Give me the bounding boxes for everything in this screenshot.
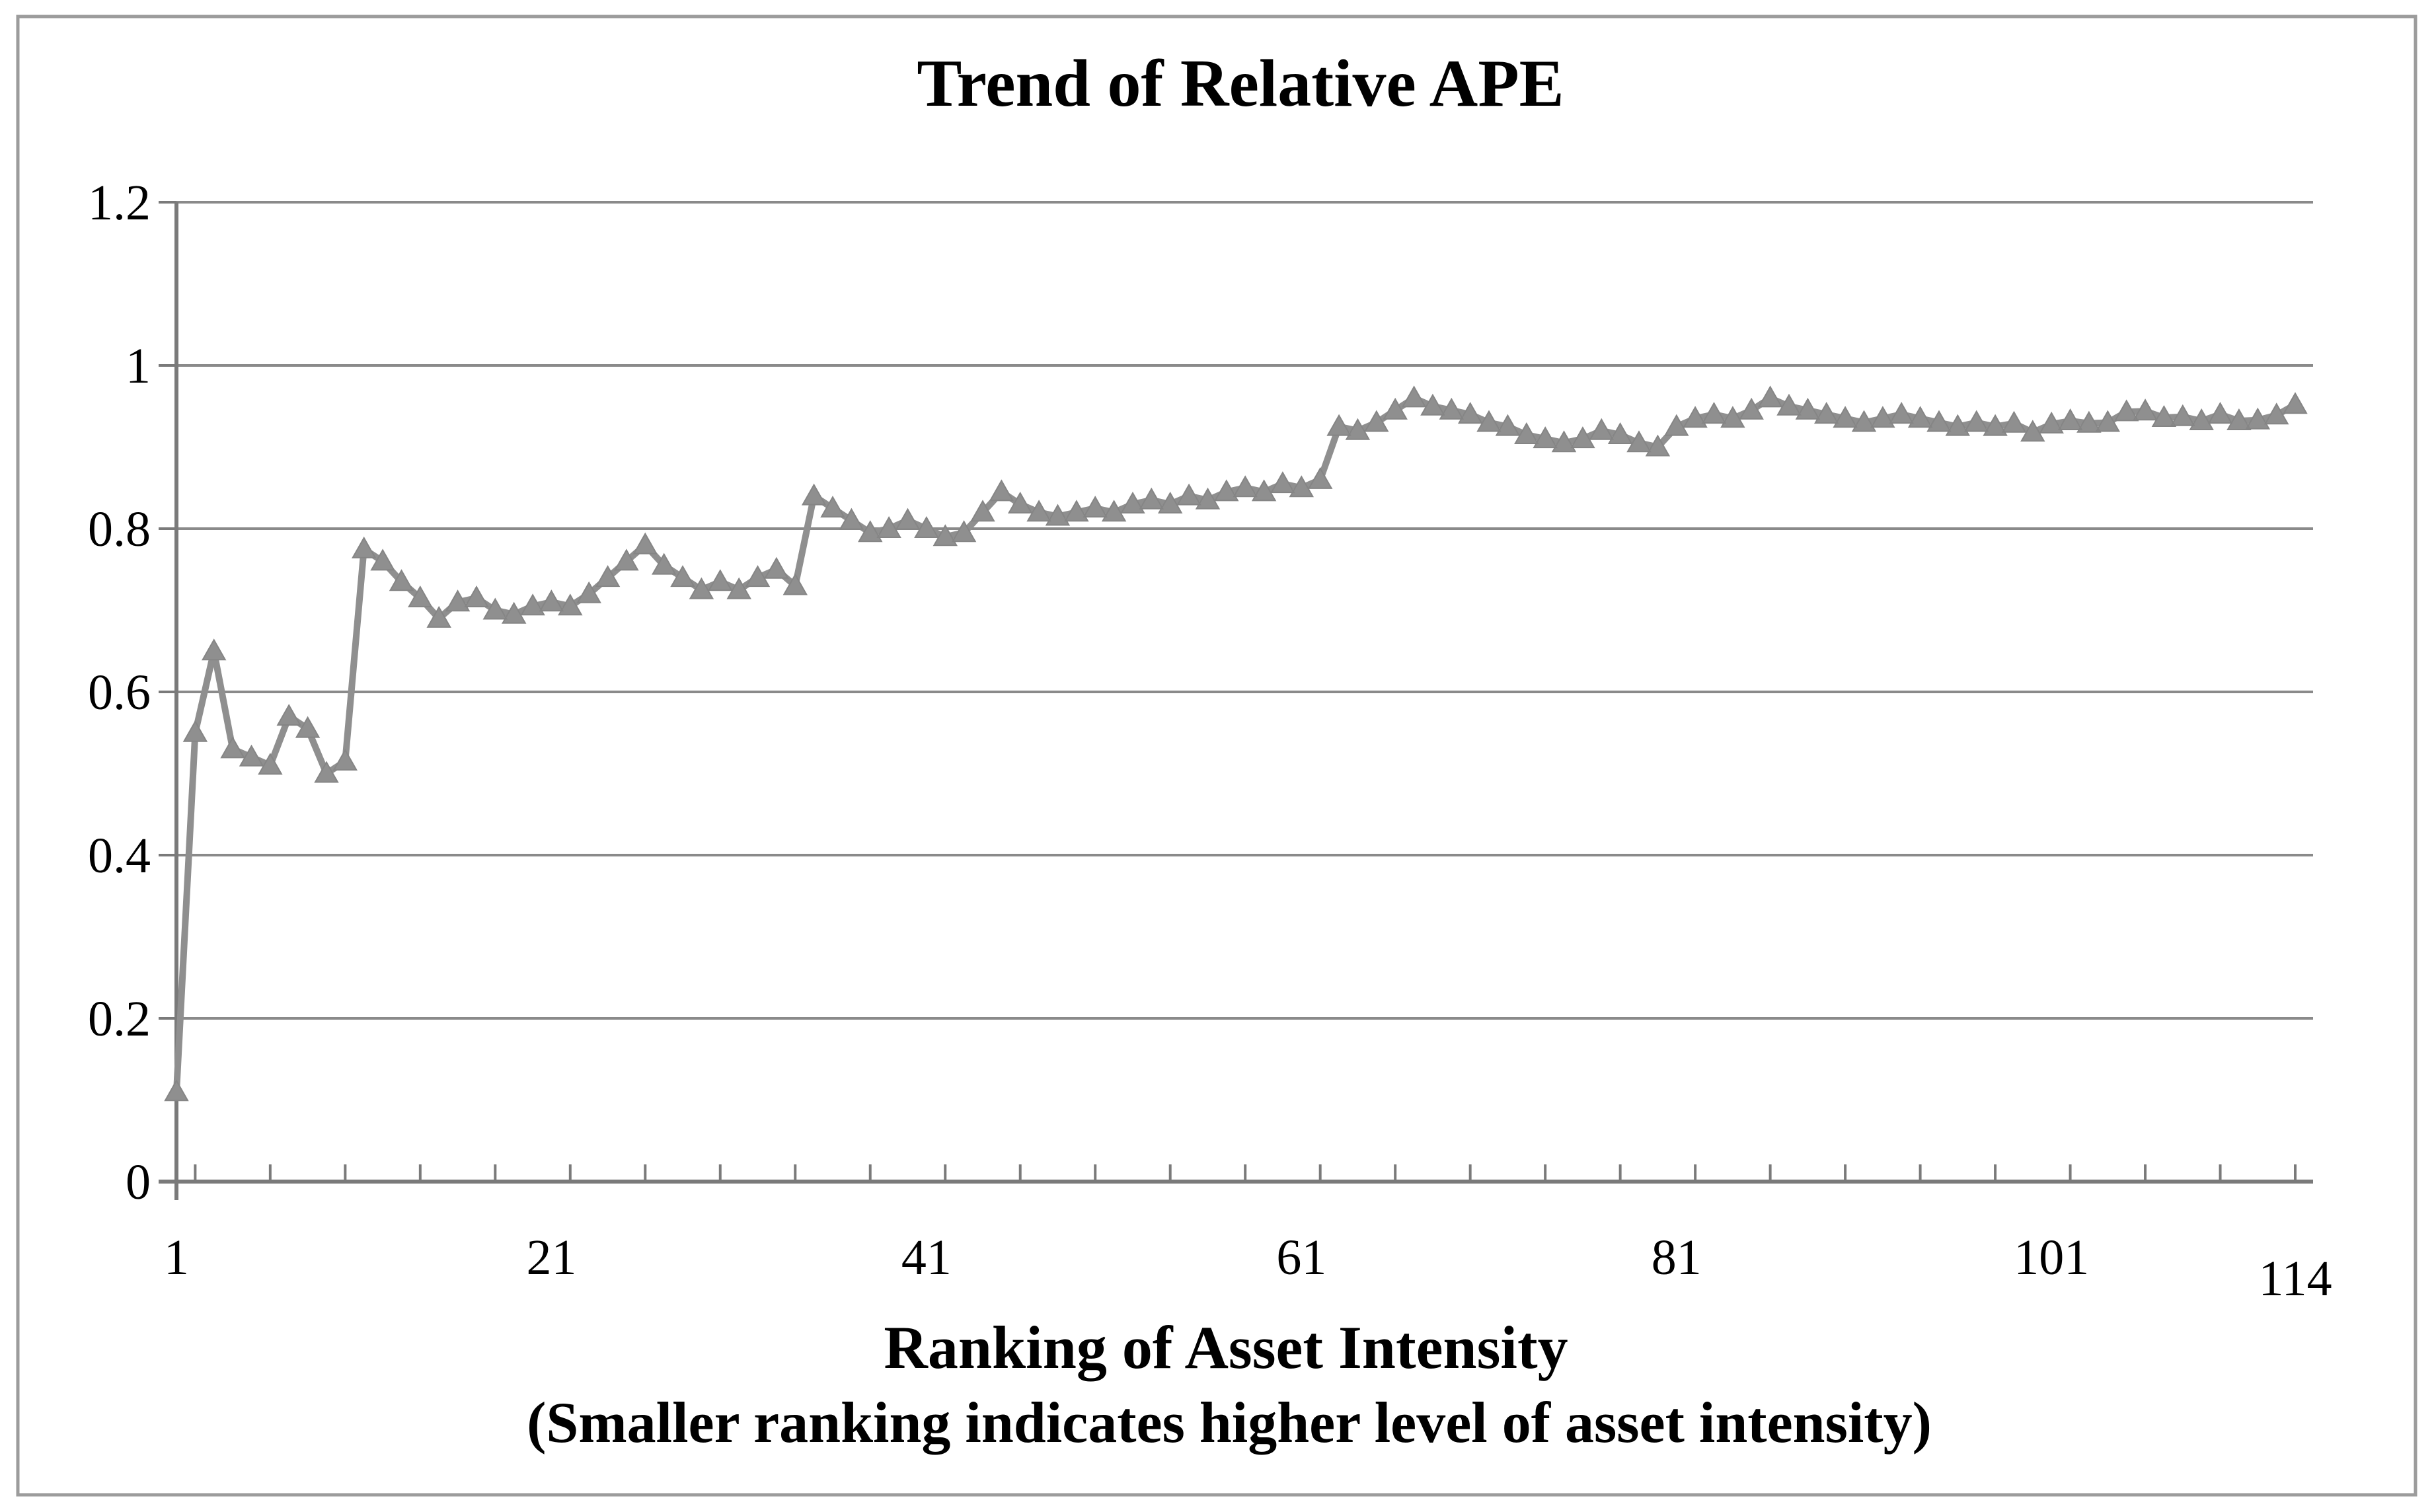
x-axis-title: Ranking of Asset Intensity bbox=[884, 1314, 1568, 1381]
x-tick-label: 114 bbox=[2258, 1251, 2332, 1306]
y-tick-label: 1 bbox=[126, 338, 151, 394]
chart-border bbox=[16, 15, 2417, 1497]
x-tick-label: 41 bbox=[901, 1230, 952, 1285]
chart-title: Trend of Relative APE bbox=[917, 46, 1564, 121]
y-tick-label: 0.6 bbox=[88, 665, 151, 720]
gridlines bbox=[176, 201, 2313, 1020]
series-path bbox=[173, 395, 2299, 1096]
x-tick-label: 1 bbox=[164, 1230, 189, 1285]
y-tick-label: 0 bbox=[126, 1154, 151, 1210]
y-tick-label: 0.4 bbox=[88, 828, 151, 884]
series-markers bbox=[164, 385, 2308, 1102]
x-tick-label: 61 bbox=[1276, 1230, 1326, 1285]
x-tick-label: 21 bbox=[526, 1230, 576, 1285]
y-tick-label: 0.8 bbox=[88, 502, 151, 557]
y-tick-label: 0.2 bbox=[88, 991, 151, 1047]
x-tick-label: 101 bbox=[2014, 1230, 2089, 1285]
axes bbox=[159, 202, 2313, 1200]
series-line bbox=[164, 385, 2308, 1102]
x-axis-subtitle: (Smaller ranking indicates higher level … bbox=[527, 1391, 1932, 1455]
y-tick-label: 1.2 bbox=[88, 175, 151, 231]
x-tick-labels: 1 21 41 61 81 101 114 bbox=[164, 1230, 2332, 1306]
y-tick-labels: 0 0.2 0.4 0.6 0.8 1 1.2 bbox=[88, 175, 151, 1210]
x-tick-label: 81 bbox=[1652, 1230, 1702, 1285]
axis-ticks bbox=[159, 201, 2297, 1183]
